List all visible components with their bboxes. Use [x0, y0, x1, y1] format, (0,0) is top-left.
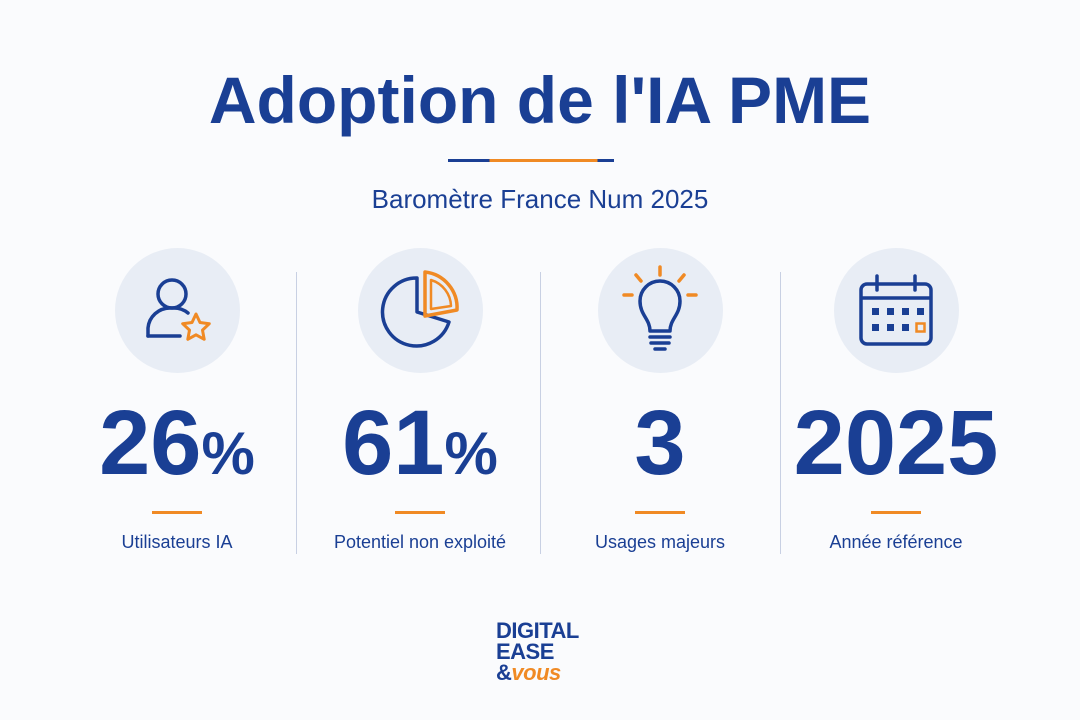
- brand-logo: DIGITAL EASE &vous: [496, 618, 579, 685]
- stat-value: 26%: [99, 392, 255, 494]
- page-subtitle: Baromètre France Num 2025: [371, 184, 709, 214]
- stat-underline: [395, 511, 445, 514]
- stat-value: 3: [634, 392, 686, 494]
- pie-chart-icon: [380, 269, 459, 348]
- stat-value: 61%: [342, 392, 498, 494]
- stat-label: Année référence: [829, 532, 963, 552]
- title-underline: [448, 159, 614, 162]
- calendar-icon: [859, 273, 933, 346]
- page-title: Adoption de l'IA PME: [208, 63, 872, 137]
- column-divider: [780, 272, 781, 554]
- icon-badge: [357, 248, 483, 373]
- icon-badge: [597, 248, 723, 373]
- lightbulb-icon: [622, 264, 698, 351]
- user-star-icon: [146, 277, 211, 341]
- icon-badge: [114, 248, 240, 373]
- stat-card-year: 2025 Année référence: [776, 248, 1016, 553]
- stat-label: Utilisateurs IA: [121, 532, 233, 552]
- stat-label: Potentiel non exploité: [333, 532, 507, 552]
- column-divider: [296, 272, 297, 554]
- stat-label: Usages majeurs: [594, 532, 726, 552]
- stat-value: 2025: [793, 392, 999, 494]
- stat-underline: [871, 511, 921, 514]
- stat-card-users: 26% Utilisateurs IA: [57, 248, 297, 553]
- stat-card-potential: 61% Potentiel non exploité: [300, 248, 540, 553]
- stat-underline: [635, 511, 685, 514]
- stat-card-usages: 3 Usages majeurs: [540, 248, 780, 553]
- column-divider: [540, 272, 541, 554]
- stat-underline: [152, 511, 202, 514]
- icon-badge: [833, 248, 959, 373]
